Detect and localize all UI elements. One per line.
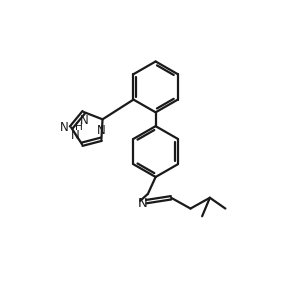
Text: N: N xyxy=(80,115,88,127)
Text: N: N xyxy=(71,129,80,142)
Text: H: H xyxy=(75,122,83,133)
Text: N: N xyxy=(97,124,106,137)
Text: N: N xyxy=(60,121,69,134)
Text: N: N xyxy=(137,197,147,210)
